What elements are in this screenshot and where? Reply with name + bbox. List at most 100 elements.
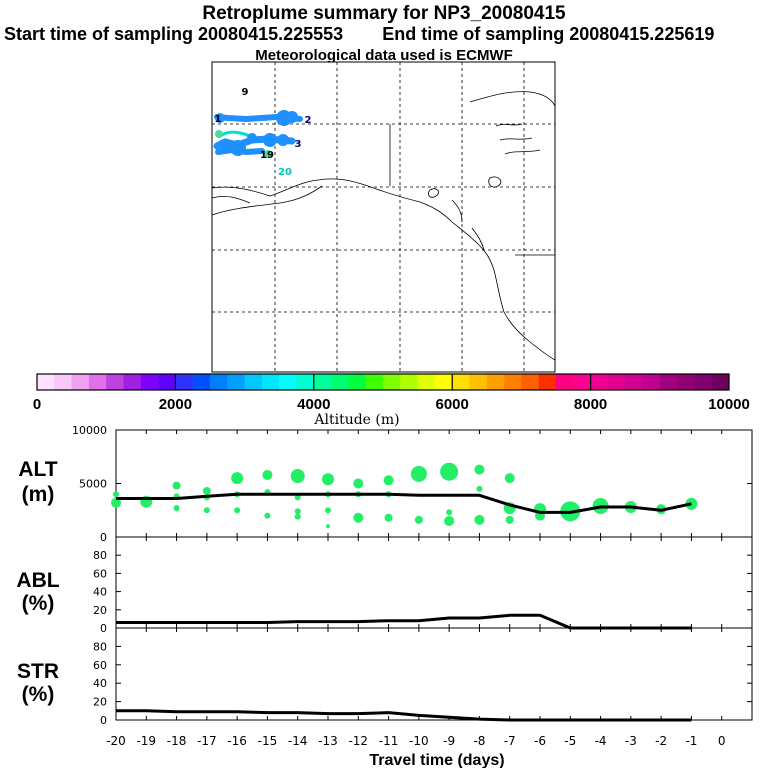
y-tick-label: 80 [93,640,107,653]
colorbar-swatch [607,374,626,390]
colorbar-tick-label: 8000 [574,396,607,413]
y-tick-label: 0 [100,622,107,635]
x-tick-label: -11 [379,734,399,748]
panel-ylabel-unit: (m) [22,483,55,506]
x-tick-label: -5 [564,734,576,748]
x-tick-label: -16 [227,734,247,748]
day-labels: 9 1 2 3 19 20 [215,87,312,178]
colorbar-tick-label: 2000 [159,396,192,413]
alt-bubble [294,513,301,520]
colorbar-tick-label: 10000 [708,396,750,413]
y-tick-label: 10000 [72,424,107,437]
panel-frame [115,429,753,538]
x-tick-label: -20 [106,734,126,748]
coastlines [211,91,556,361]
y-tick-label: 5000 [79,478,107,491]
colorbar-swatch [140,374,159,390]
x-axis: -20 -19 -18 -17 -16 -15 -14 -13 -12 -11 -10 -9 -8 -7-… [106,734,725,768]
colorbar-swatch [521,374,539,390]
colorbar-swatch [642,374,661,390]
alt-bubble [410,465,427,482]
alt-bubble [203,507,210,514]
colorbar-swatch [71,374,90,390]
colorbar-swatch [659,374,678,390]
str-line [116,709,692,722]
colorbar-swatch [210,374,228,390]
colorbar-swatch [227,374,245,390]
met-data-label: Meteorological data used is ECMWF [255,47,513,64]
alt-bubble [326,524,330,529]
alt-bubble [234,507,241,514]
colorbar-swatch [244,374,263,390]
alt-bubble [384,513,393,522]
colorbar-swatch [296,374,315,390]
trajectory-map: 9 1 2 3 19 20 [211,61,556,373]
colorbar-swatch [261,374,280,390]
colorbar-swatch [434,374,453,390]
y-tick-label: 0 [100,714,107,727]
alt-bubble [202,486,211,495]
panel-ylabel: ABL [16,569,59,592]
plume-blob [286,111,298,123]
alt-bubble [353,512,364,523]
colorbar-swatch [504,374,522,390]
start-time-label: Start time of sampling 20080415.225553 [4,24,344,44]
alt-bubble [294,508,301,515]
colorbar-swatch [365,374,384,390]
x-tick-label: -9 [443,734,455,748]
x-tick-label: -4 [595,734,607,748]
colorbar-swatch [538,374,557,390]
y-tick-label: 0 [100,531,107,544]
plume-blob [215,113,225,123]
alt-bubble [476,485,483,492]
map-day-label: 19 [260,150,274,161]
colorbar-swatch [625,374,643,390]
alt-bubble [111,497,121,508]
colorbar-swatch [37,374,55,390]
plume-blob [247,133,257,143]
colorbar-swatch [158,374,176,390]
panel-abl: 0 20 40 60 80 ABL(%) [16,536,753,635]
alt-bubble [173,505,180,512]
colorbar-tick-label: 4000 [297,396,330,413]
plume-blob [263,133,277,147]
colorbar-swatch [348,374,366,390]
alt-bubble [322,473,334,486]
alt-bubble [505,515,514,524]
x-tick-label: -2 [655,734,667,748]
colorbar-swatch [694,374,712,390]
colorbar-swatch [417,374,436,390]
altitude-colorbar: 0 2000 4000 6000 8000 10000 [33,373,750,413]
colorbar-swatch [279,374,297,390]
alt-bubble [474,464,485,475]
colorbar-tick-label: 0 [33,396,41,413]
x-tick-label: -13 [318,734,338,748]
x-tick-label: -15 [258,734,278,748]
colorbar-tick-label: 6000 [436,396,469,413]
end-time-label: End time of sampling 20080415.225619 [382,24,715,44]
colorbar-swatch [711,374,730,390]
x-tick-label: -7 [504,734,516,748]
map-day-label: 3 [295,139,302,150]
y-tick-label: 20 [93,696,107,709]
panel-frame [115,627,753,721]
y-tick-label: 40 [93,677,107,690]
colorbar-swatch [556,374,574,390]
x-tick-label: -10 [409,734,429,748]
y-tick-label: 40 [93,586,107,599]
alt-bubble [264,512,271,519]
alt-bubble [262,469,273,480]
colorbar-swatch [331,374,349,390]
alt-bubble [440,462,459,481]
colorbar-swatch [88,374,107,390]
panel-ylabel: ALT [18,458,57,481]
plume-blob [220,140,232,152]
panel-str: 0 20 40 60 80 STR(%) [17,627,753,727]
map-graticule [212,62,555,372]
alt-bubble [504,473,515,484]
x-tick-label: -8 [473,734,485,748]
y-tick-label: 80 [93,549,107,562]
alt-bubble [383,475,394,486]
map-day-label: 1 [215,114,222,125]
